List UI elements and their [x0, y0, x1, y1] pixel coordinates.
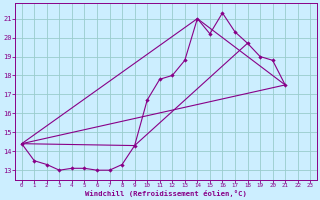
X-axis label: Windchill (Refroidissement éolien,°C): Windchill (Refroidissement éolien,°C)	[85, 190, 247, 197]
